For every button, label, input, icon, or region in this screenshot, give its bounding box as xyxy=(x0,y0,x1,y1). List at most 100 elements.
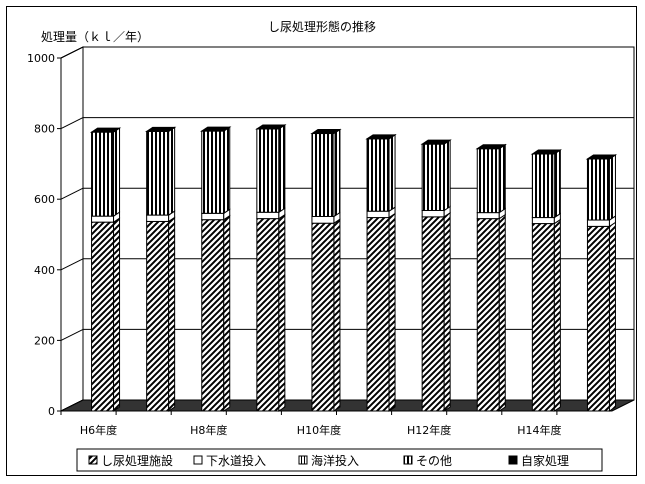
bar-segment-side xyxy=(113,127,121,218)
bar-segment-side xyxy=(278,124,286,214)
bar-segment xyxy=(586,225,610,412)
bar-segment xyxy=(476,148,500,214)
bar-segment xyxy=(201,212,225,221)
bar-segment-side xyxy=(278,213,286,412)
bar-top xyxy=(89,127,122,133)
bar-segment xyxy=(476,218,500,412)
chart: し尿処理形態の推移 処理量（ｋｌ／年） 0 200 400 600 800 1000 H6年… xyxy=(27,19,635,472)
x-tick-label: H6年度 xyxy=(80,423,117,437)
bar-segment-side xyxy=(553,218,561,412)
bar-segment xyxy=(256,128,280,213)
legend-swatch xyxy=(508,455,518,465)
x-tick-label: H12年度 xyxy=(407,423,451,437)
bar-segment xyxy=(421,143,445,211)
side-gridline xyxy=(60,328,84,341)
bar-top xyxy=(420,139,452,145)
bar-segment xyxy=(311,215,335,224)
bar-segment-side xyxy=(168,126,176,217)
y-tick-label: 1000 xyxy=(27,52,55,65)
bar-top xyxy=(255,124,287,130)
bar-segment xyxy=(531,223,555,412)
bar-stack xyxy=(89,127,122,412)
bar-top xyxy=(310,129,342,135)
bar-stack xyxy=(144,126,177,412)
bar-segment xyxy=(146,214,170,222)
bar-segment xyxy=(421,209,445,218)
y-tick-label: 600 xyxy=(34,193,55,206)
x-tick-label: H8年度 xyxy=(190,423,227,437)
side-gridline xyxy=(60,187,84,200)
bar-segment xyxy=(366,217,390,412)
bar-segment-side xyxy=(333,128,341,218)
bar-segment-side xyxy=(443,139,451,212)
bar-segment xyxy=(311,133,335,217)
bar-segment-side xyxy=(333,218,341,412)
bar-segment-side xyxy=(553,149,561,219)
legend-swatch xyxy=(403,455,413,465)
bar-segment-side xyxy=(388,212,396,412)
bar-segment xyxy=(146,130,170,216)
bar-segment-side xyxy=(443,211,451,412)
legend-label: 海洋投入 xyxy=(311,453,359,468)
bar-segment-side xyxy=(388,133,396,213)
bar-segment xyxy=(146,220,170,412)
bar-stack xyxy=(255,124,287,412)
bar-stack xyxy=(530,149,563,412)
bar-segment-side xyxy=(168,216,176,412)
bar-top xyxy=(144,126,177,132)
bar-segment-side xyxy=(498,143,506,214)
legend-box xyxy=(76,448,603,472)
bar-top xyxy=(475,144,507,150)
bar-stack xyxy=(200,126,232,412)
bar-segment xyxy=(366,138,390,212)
bar-segment xyxy=(256,211,280,220)
bar-top xyxy=(585,154,618,160)
bar-segment xyxy=(586,219,610,227)
legend-label: し尿処理施設 xyxy=(101,453,173,468)
side-gridline xyxy=(60,46,84,59)
chart-title: し尿処理形態の推移 xyxy=(268,19,376,34)
legend-label: 下水道投入 xyxy=(206,453,266,468)
legend: し尿処理施設 下水道投入 海洋投入 その他 自家処理 xyxy=(76,448,603,472)
bar-segment xyxy=(91,131,115,217)
legend-swatch xyxy=(193,455,203,465)
bar-segment xyxy=(421,216,445,412)
bar-stack xyxy=(475,143,507,412)
y-axis-label: 処理量（ｋｌ／年） xyxy=(41,30,149,44)
side-wall xyxy=(60,46,84,412)
chart-frame: し尿処理形態の推移 処理量（ｋｌ／年） 0 200 400 600 800 1000 H6年… xyxy=(6,6,637,476)
bar-segment xyxy=(201,130,225,214)
side-gridline xyxy=(60,117,84,130)
bar-segment-side xyxy=(223,214,231,412)
bar-stack xyxy=(585,154,618,412)
x-tick-label: H14年度 xyxy=(517,423,561,437)
bar-segment xyxy=(311,222,335,412)
bar-stack xyxy=(365,133,397,412)
x-tick-label: H10年度 xyxy=(297,423,341,437)
y-tick-label: 0 xyxy=(48,405,55,418)
y-tick-label: 800 xyxy=(34,123,55,136)
bar-segment xyxy=(256,218,280,412)
bar-segment xyxy=(531,153,555,219)
bar-segment xyxy=(201,219,225,412)
bar-top xyxy=(200,126,232,132)
bar-segment xyxy=(91,215,115,223)
bar-stack xyxy=(420,139,452,412)
legend-swatch xyxy=(88,455,98,465)
bar-segment-side xyxy=(608,221,616,412)
bar-stack xyxy=(310,128,342,412)
bar-segment xyxy=(586,158,610,221)
bar-segment-side xyxy=(223,126,231,215)
legend-swatch xyxy=(298,455,308,465)
bar-segment-side xyxy=(608,154,616,221)
side-gridline xyxy=(60,258,84,271)
bar-segment xyxy=(476,212,500,220)
bar-segment xyxy=(366,210,390,219)
legend-label: 自家処理 xyxy=(521,453,569,468)
bar-segment-side xyxy=(113,217,121,412)
bar-segment xyxy=(91,221,115,412)
plot-area: 0 200 400 600 800 1000 H6年度 H8年度 H10年度 H12年度 H14年度 xyxy=(27,46,635,437)
bar-top xyxy=(365,134,397,140)
bar-top xyxy=(530,149,563,155)
legend-label: その他 xyxy=(416,454,452,468)
